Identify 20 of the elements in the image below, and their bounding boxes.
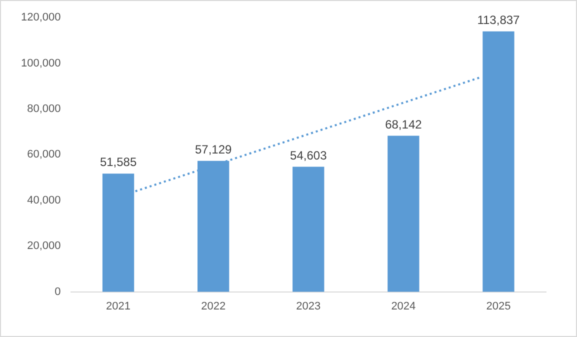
y-tick-label: 120,000: [20, 12, 61, 24]
data-label: 51,585: [100, 155, 137, 170]
y-tick-label: 60,000: [27, 148, 61, 161]
y-tick-label: 80,000: [27, 103, 61, 116]
x-tick-label: 2025: [486, 300, 511, 312]
y-tick-label: 20,000: [27, 240, 61, 252]
x-tick-label: 2023: [296, 300, 321, 312]
bar: [388, 136, 420, 292]
y-tick-label: 40,000: [27, 194, 61, 206]
data-label: 57,129: [194, 142, 232, 157]
y-tick-label: 100,000: [20, 57, 61, 70]
data-label: 54,603: [290, 148, 328, 162]
bar: [482, 31, 514, 292]
y-tick-label: 0: [54, 286, 61, 298]
data-label: 113,837: [477, 12, 520, 27]
x-tick-label: 2022: [201, 300, 226, 312]
x-tick-label: 2021: [106, 300, 131, 312]
bar: [292, 166, 324, 292]
x-tick-label: 2024: [391, 300, 416, 312]
data-label: 68,142: [385, 117, 422, 132]
